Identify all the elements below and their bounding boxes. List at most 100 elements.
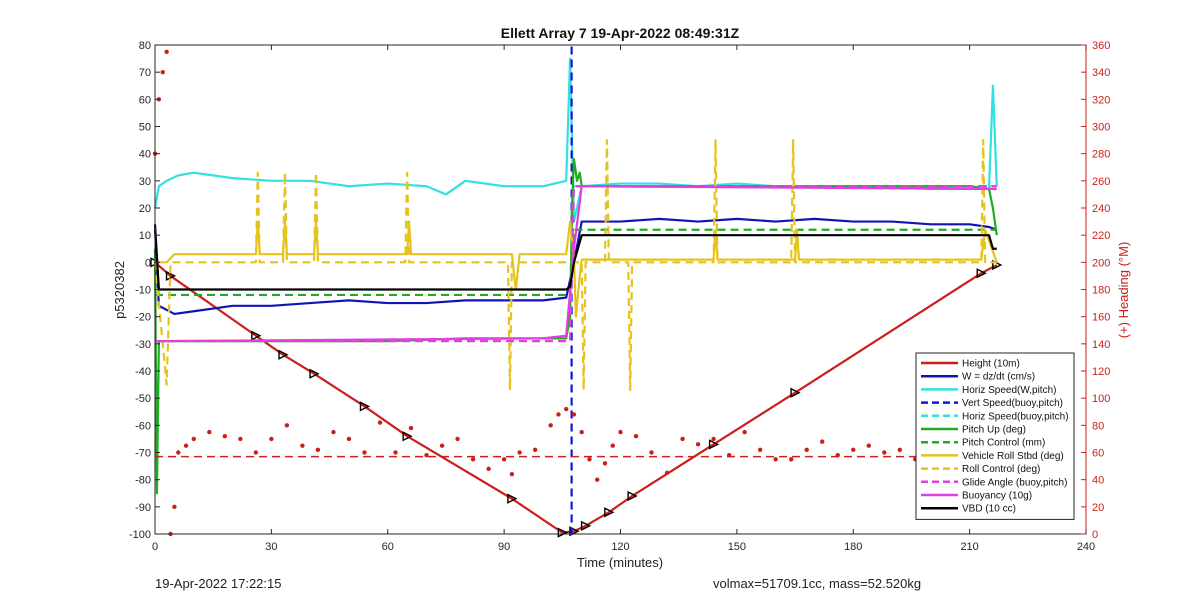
height-marker xyxy=(976,268,987,279)
height-marker xyxy=(569,526,580,537)
heading-point xyxy=(804,447,809,452)
heading-point xyxy=(362,450,367,455)
y-axis-label-right: (+) Heading (°M) xyxy=(1116,242,1131,339)
heading-point xyxy=(393,450,398,455)
heading-point xyxy=(238,436,243,442)
y-right-tick-label: 220 xyxy=(1092,230,1110,242)
y-left-tick-label: 60 xyxy=(139,94,151,106)
height-marker xyxy=(165,270,177,282)
heading-point xyxy=(579,429,584,435)
height-marker xyxy=(790,387,801,398)
x-tick-label: 120 xyxy=(611,541,629,553)
legend-entry-label: Vehicle Roll Stbd (deg) xyxy=(962,451,1064,462)
heading-point xyxy=(424,453,429,458)
series-vehicle-roll-stbd-deg xyxy=(155,220,998,318)
y-left-tick-label: -20 xyxy=(135,312,151,324)
heading-point xyxy=(346,436,352,442)
heading-point xyxy=(160,69,165,75)
legend-entry-label: VBD (10 cc) xyxy=(962,504,1016,515)
heading-point xyxy=(176,450,181,455)
heading-point xyxy=(509,472,515,477)
heading-point xyxy=(587,457,592,462)
heading-point xyxy=(618,429,623,435)
legend-entry-label: Glide Angle (buoy,pitch) xyxy=(962,477,1067,488)
legend-entry-label: Horiz Speed(W,pitch) xyxy=(962,385,1056,396)
heading-point xyxy=(788,457,794,462)
heading-point xyxy=(532,447,538,452)
heading-point xyxy=(164,49,169,54)
y-left-tick-label: 40 xyxy=(139,149,151,161)
y-right-tick-label: 40 xyxy=(1092,475,1104,487)
legend-entry-label: W = dz/dt (cm/s) xyxy=(962,372,1035,383)
heading-point xyxy=(595,477,600,482)
height-marker xyxy=(251,330,262,341)
y-left-tick-label: -90 xyxy=(135,502,151,514)
y-left-tick-label: 80 xyxy=(139,40,151,52)
y-left-tick-label: -70 xyxy=(135,448,151,460)
height-marker xyxy=(557,527,568,538)
heading-point xyxy=(664,470,670,476)
y-right-tick-label: 340 xyxy=(1092,67,1110,79)
chart-title: Ellett Array 7 19-Apr-2022 08:49:31Z xyxy=(501,25,740,41)
y-right-tick-label: 260 xyxy=(1092,176,1110,188)
y-right-tick-label: 100 xyxy=(1092,393,1110,405)
heading-point xyxy=(548,423,553,428)
heading-point xyxy=(207,429,212,435)
x-tick-label: 150 xyxy=(728,541,746,553)
x-tick-label: 60 xyxy=(382,541,394,553)
height-marker xyxy=(402,431,413,442)
y-left-tick-label: 0 xyxy=(145,257,151,269)
heading-point xyxy=(680,436,685,442)
axes-layer: 0 30 60 90 120 150 180 210 24080706050403020100-… xyxy=(129,40,1110,553)
x-tick-label: 0 xyxy=(152,541,158,553)
heading-point xyxy=(439,443,445,448)
heading-point xyxy=(897,447,902,452)
height-marker xyxy=(309,368,320,379)
y-left-tick-label: -40 xyxy=(135,366,151,378)
heading-point xyxy=(610,443,615,448)
y-right-tick-label: 300 xyxy=(1092,122,1110,134)
x-tick-label: 90 xyxy=(498,541,510,553)
heading-point xyxy=(222,434,228,439)
y-right-tick-label: 0 xyxy=(1092,529,1098,541)
heading-point xyxy=(191,436,196,442)
heading-point xyxy=(571,412,577,417)
y-right-tick-label: 60 xyxy=(1092,448,1104,460)
y-left-tick-label: 70 xyxy=(139,67,151,79)
y-left-tick-label: 20 xyxy=(139,203,151,215)
heading-point xyxy=(633,434,639,439)
series-height-10m xyxy=(154,261,998,534)
heading-point xyxy=(602,461,608,466)
heading-point xyxy=(253,450,259,455)
height-marker xyxy=(507,493,518,504)
heading-point xyxy=(882,450,887,455)
footer-summary: volmax=51709.1cc, mass=52.520kg xyxy=(713,576,922,591)
y-right-tick-label: 280 xyxy=(1092,149,1110,161)
y-left-tick-label: 30 xyxy=(139,176,151,188)
height-marker xyxy=(708,439,720,450)
heading-point xyxy=(517,450,522,455)
y-left-tick-label: 10 xyxy=(139,230,151,242)
y-right-tick-label: 160 xyxy=(1092,312,1110,324)
height-markers xyxy=(150,257,1003,538)
heading-point xyxy=(851,447,856,452)
y-right-tick-label: 140 xyxy=(1092,339,1110,351)
y-right-tick-label: 320 xyxy=(1092,94,1110,106)
x-tick-label: 210 xyxy=(960,541,978,553)
y-left-tick-label: -80 xyxy=(135,475,151,487)
heading-point xyxy=(773,457,778,462)
x-tick-label: 240 xyxy=(1077,541,1095,553)
y-left-tick-label: -10 xyxy=(135,285,151,297)
series-glide-angle-buoy-pitch xyxy=(155,185,997,343)
heading-point xyxy=(455,436,460,442)
height-marker xyxy=(278,349,289,360)
y-left-tick-label: 50 xyxy=(139,122,151,134)
heading-point xyxy=(757,447,763,452)
y-right-tick-label: 180 xyxy=(1092,285,1110,297)
heading-point xyxy=(866,443,871,448)
heading-point xyxy=(172,504,177,510)
heading-point xyxy=(269,436,274,442)
legend-entry-label: Horiz Speed(buoy,pitch) xyxy=(962,411,1069,422)
legend-entry-label: Pitch Control (mm) xyxy=(962,438,1045,449)
series-vbd-10-cc xyxy=(153,224,997,291)
